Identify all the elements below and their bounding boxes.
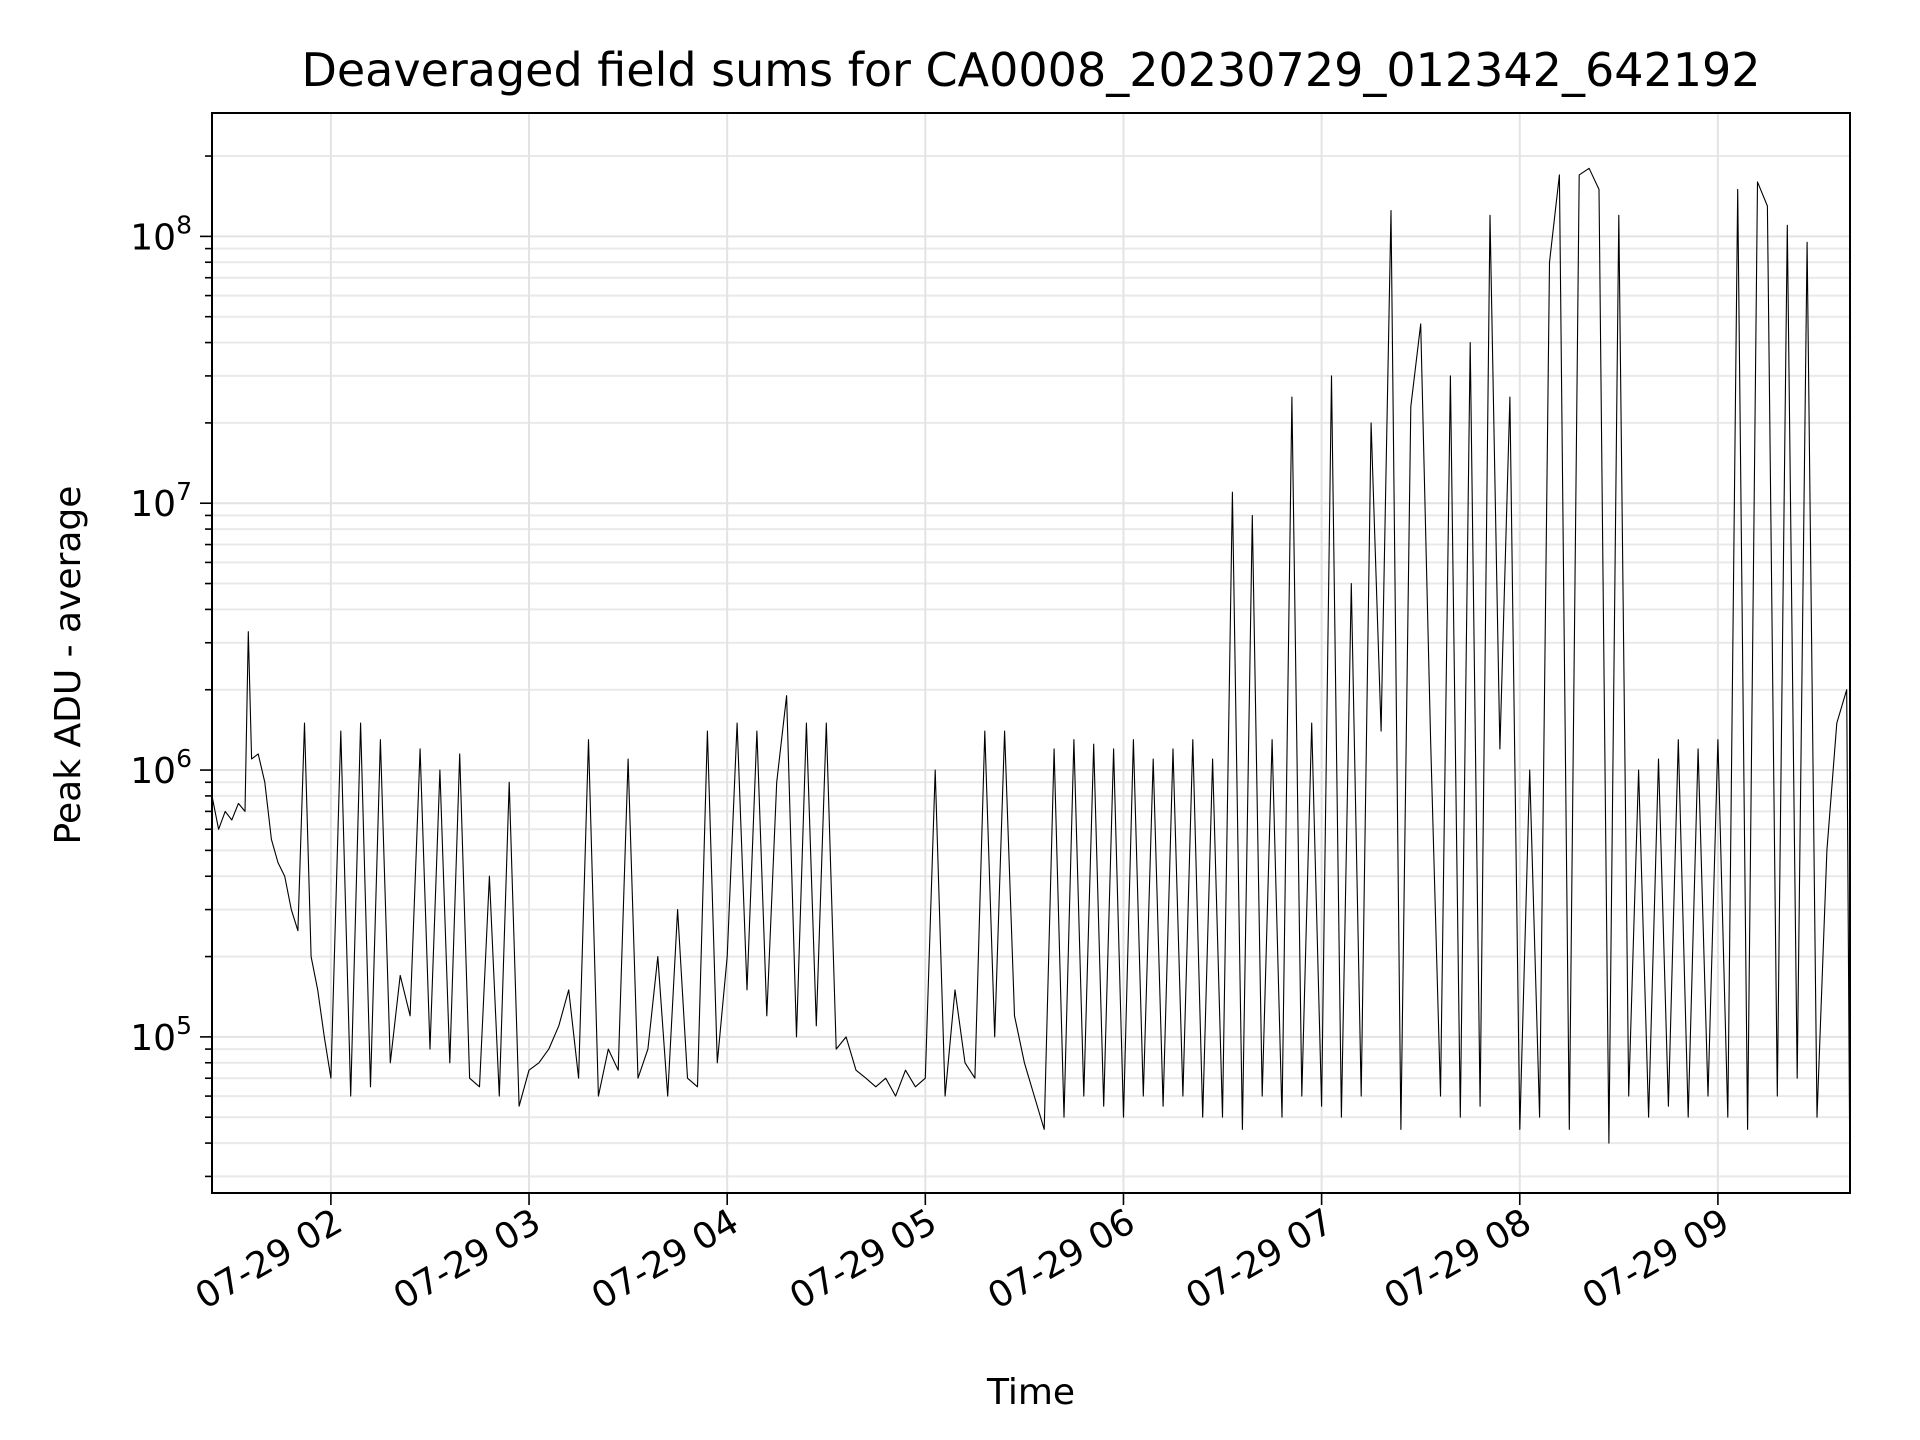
x-tick-label: 07-29 02	[189, 1201, 350, 1317]
grid	[212, 113, 1850, 1193]
y-tick-label: 107	[130, 477, 192, 525]
series-layer	[211, 167, 1851, 1194]
series-line	[211, 167, 1851, 1194]
y-axis-label: Peak ADU - average	[48, 486, 89, 845]
y-tick-labels: 105 106 107 108	[130, 210, 192, 1059]
ticks	[200, 155, 1719, 1205]
x-tick-label: 07-29 07	[1179, 1201, 1340, 1317]
x-tick-label: 07-29 04	[585, 1201, 746, 1317]
plot-frame	[211, 112, 1851, 1194]
y-tick-label: 105	[130, 1011, 192, 1059]
x-tick-label: 07-29 09	[1576, 1201, 1737, 1317]
x-tick-label: 07-29 08	[1378, 1201, 1539, 1317]
x-axis-label: Time	[986, 1372, 1075, 1413]
y-tick-label: 106	[130, 744, 192, 792]
x-tick-label: 07-29 03	[387, 1201, 548, 1317]
y-tick-label: 108	[130, 210, 192, 258]
x-tick-label: 07-29 05	[783, 1201, 944, 1317]
chart-title: Deaveraged field sums for CA0008_2023072…	[301, 43, 1760, 97]
x-tick-labels: 07-29 02 07-29 03 07-29 04 07-29 05 07-29 06…	[189, 1201, 1737, 1317]
x-tick-label: 07-29 06	[981, 1201, 1142, 1317]
